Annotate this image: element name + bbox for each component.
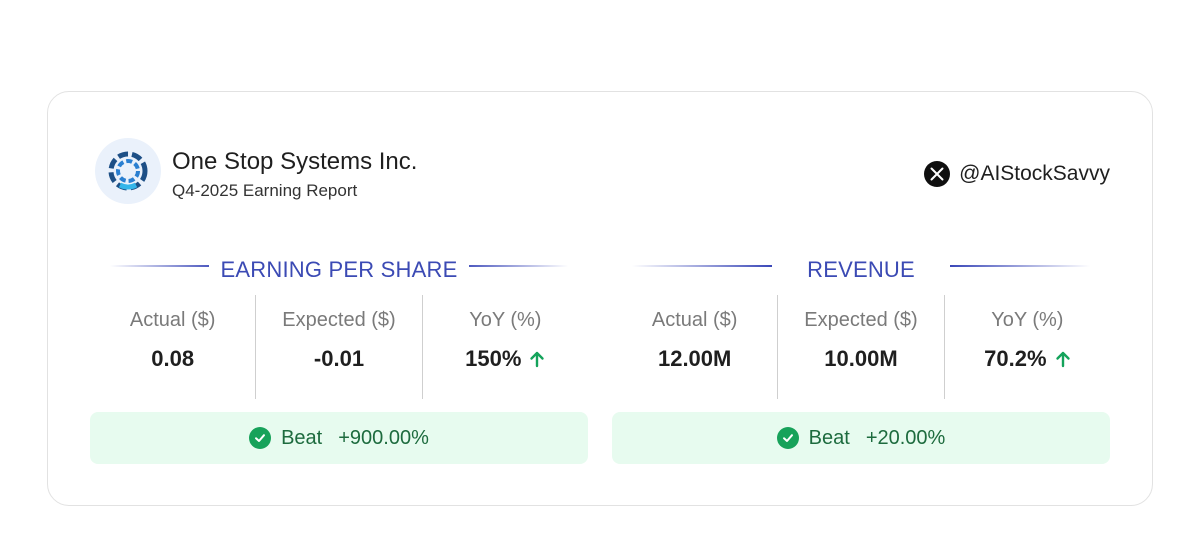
section-title: EARNING PER SHARE [208, 257, 470, 283]
metric-value: 150% [465, 346, 545, 372]
metric-value: 12.00M [658, 346, 731, 372]
header-line [458, 265, 568, 267]
eps-section: EARNING PER SHARE Actual ($) 0.08 Expect… [90, 255, 588, 464]
eps-metrics: Actual ($) 0.08 Expected ($) -0.01 YoY (… [90, 295, 588, 399]
metric-label: Expected ($) [804, 309, 918, 331]
handle-text: @AIStockSavvy [959, 162, 1110, 185]
check-circle-icon [249, 427, 272, 449]
metric-label: Actual ($) [129, 309, 216, 331]
header-line [632, 265, 772, 267]
x-logo-icon [924, 161, 951, 187]
revenue-beat-banner: Beat +20.00% [612, 412, 1110, 464]
arrow-up-icon [1055, 350, 1071, 368]
section-title: REVENUE [795, 257, 927, 283]
beat-percent: +20.00% [865, 426, 946, 449]
metric-label: YoY (%) [991, 309, 1064, 331]
value-text: 70.2% [984, 346, 1047, 371]
value-text: 10.00M [824, 346, 898, 371]
report-title: Q4-2025 Earning Report [172, 181, 358, 200]
metric-value: 0.08 [151, 346, 194, 372]
metric-yoy: YoY (%) 70.2% [943, 295, 1110, 399]
metric-label: Actual ($) [651, 309, 738, 331]
beat-percent: +900.00% [338, 426, 429, 449]
metric-value: 70.2% [984, 346, 1070, 372]
revenue-section: REVENUE Actual ($) 12.00M Expected ($) 1… [612, 255, 1110, 464]
arrow-up-icon [529, 350, 545, 368]
header-line [950, 265, 1090, 267]
metric-yoy: YoY (%) 150% [421, 295, 588, 399]
eps-header: EARNING PER SHARE [90, 255, 588, 285]
metric-expected: Expected ($) 10.00M [777, 295, 943, 399]
company-name: One Stop Systems Inc. [172, 148, 418, 175]
metric-actual: Actual ($) 12.00M [612, 295, 777, 399]
metric-label: YoY (%) [469, 309, 542, 331]
value-text: 150% [465, 346, 522, 371]
metric-expected: Expected ($) -0.01 [255, 295, 421, 399]
check-circle-icon [776, 427, 799, 449]
metric-actual: Actual ($) 0.08 [90, 295, 255, 399]
value-text: 12.00M [657, 346, 732, 371]
value-text: 0.08 [151, 346, 195, 371]
metric-label: Expected ($) [282, 309, 396, 331]
header-line [110, 265, 220, 267]
social-handle[interactable]: @AIStockSavvy [924, 161, 1110, 187]
earnings-card: One Stop Systems Inc. Q4-2025 Earning Re… [47, 91, 1153, 506]
value-text: -0.01 [313, 346, 365, 371]
metric-value: 10.00M [824, 346, 897, 372]
beat-label: Beat [808, 426, 850, 449]
revenue-metrics: Actual ($) 12.00M Expected ($) 10.00M Yo… [612, 295, 1110, 399]
eps-beat-banner: Beat +900.00% [90, 412, 588, 464]
company-logo [95, 138, 161, 204]
revenue-header: REVENUE [612, 255, 1110, 285]
beat-label: Beat [281, 426, 323, 449]
metric-value: -0.01 [314, 346, 364, 372]
ring-logo-icon [108, 151, 148, 191]
